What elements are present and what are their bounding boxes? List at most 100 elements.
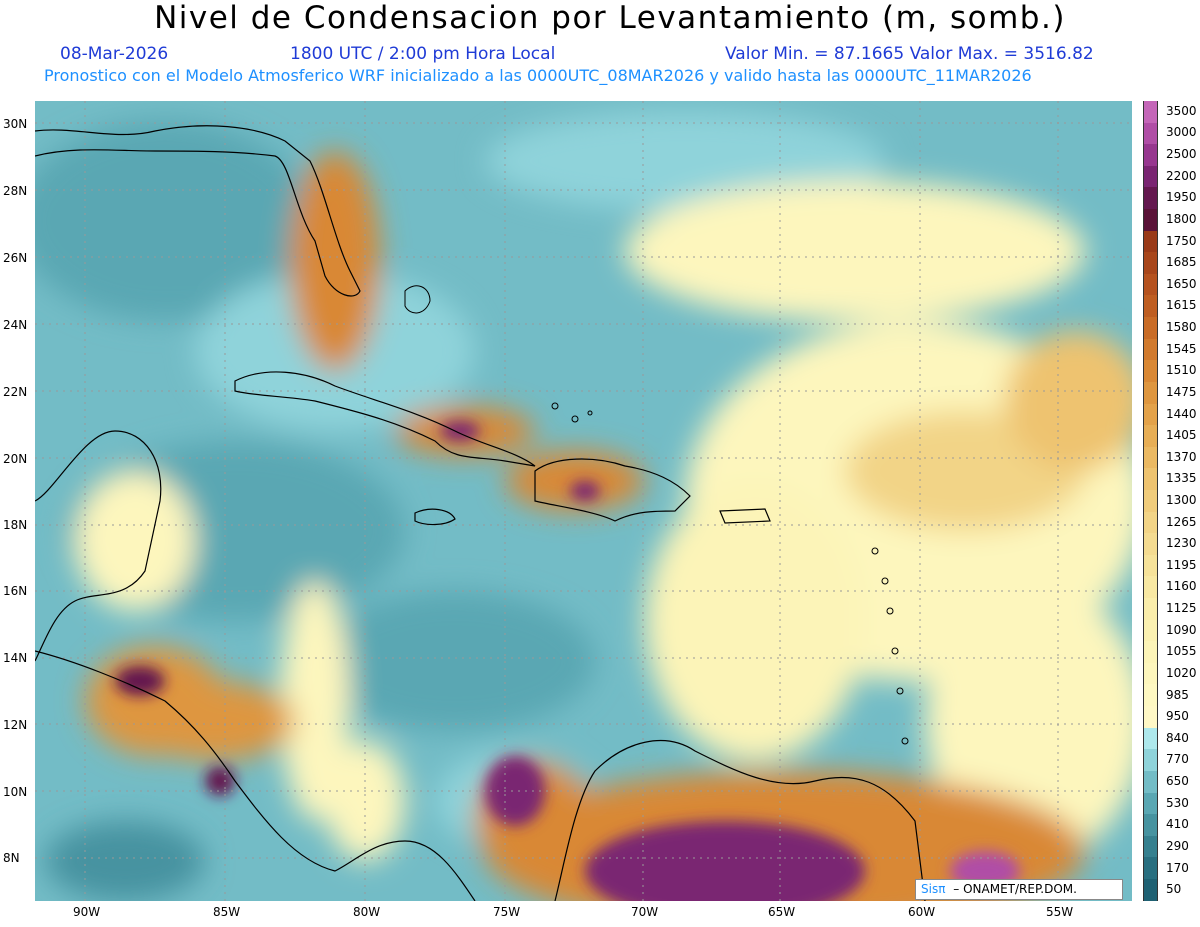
- lon-label: 70W: [631, 905, 659, 919]
- colorbar-label: 1750: [1166, 233, 1197, 248]
- colorbar-label: 1615: [1166, 298, 1197, 313]
- colorbar-label: 1510: [1166, 363, 1197, 378]
- colorbar-swatch: [1143, 209, 1158, 231]
- colorbar-swatch: [1143, 122, 1158, 145]
- colorbar-swatch: [1143, 576, 1158, 599]
- colorbar-label: 1230: [1166, 536, 1197, 551]
- islands: [404, 285, 909, 745]
- colorbar-label: 1440: [1166, 406, 1197, 421]
- colorbar-label: 2500: [1166, 147, 1197, 162]
- grid-lines: [35, 101, 1132, 901]
- lat-label: 30N: [3, 117, 28, 131]
- colorbar-swatch: [1143, 360, 1158, 382]
- lat-label: 10N: [3, 785, 28, 799]
- lat-label: 12N: [3, 718, 28, 732]
- colorbar-swatch: [1143, 533, 1158, 555]
- colorbar-label: 1685: [1166, 255, 1197, 270]
- colorbar-label: 3500: [1166, 103, 1197, 118]
- lon-label: 65W: [768, 905, 796, 919]
- colorbar-label: 840: [1166, 730, 1189, 745]
- lat-label: 24N: [3, 318, 28, 332]
- colorbar-label: 530: [1166, 795, 1189, 810]
- chart-title: Nivel de Condensacion por Levantamiento …: [154, 0, 1066, 36]
- colorbar-swatch: [1143, 101, 1158, 123]
- lat-label: 14N: [3, 651, 28, 665]
- colorbar-swatch: [1143, 468, 1158, 490]
- colorbar-swatch: [1143, 187, 1158, 210]
- colorbar-swatch: [1143, 230, 1158, 253]
- colorbar-label: 2200: [1166, 168, 1197, 183]
- colorbar-label: 1125: [1166, 601, 1197, 616]
- colorbar-swatch: [1143, 770, 1158, 793]
- colorbar-swatch: [1143, 317, 1158, 339]
- colorbar-label: 1370: [1166, 449, 1197, 464]
- colorbar-label: 170: [1166, 860, 1189, 875]
- lat-label: 18N: [3, 518, 28, 532]
- colorbar-label: 1300: [1166, 493, 1197, 507]
- lat-label: 16N: [3, 584, 28, 598]
- colorbar-label: 1475: [1166, 384, 1197, 399]
- colorbar-label: 410: [1166, 817, 1189, 832]
- colorbar-swatch: [1143, 511, 1158, 534]
- colorbar-label: 985: [1166, 687, 1189, 702]
- colorbar-swatch: [1143, 662, 1158, 685]
- lon-label: 90W: [73, 905, 101, 919]
- lat-label: 8N: [3, 851, 20, 865]
- colorbar: [1143, 101, 1158, 901]
- colorbar-swatch: [1143, 814, 1158, 836]
- lon-label: 85W: [213, 905, 241, 919]
- colorbar-swatch: [1143, 857, 1158, 879]
- date-label: 08-Mar-2026: [60, 44, 169, 64]
- colorbar-swatch: [1143, 165, 1158, 188]
- colorbar-label: 950: [1166, 709, 1189, 724]
- colorbar-swatch: [1143, 338, 1158, 361]
- lon-label: 75W: [493, 905, 521, 919]
- colorbar-label: 1090: [1166, 622, 1197, 637]
- lon-label: 80W: [353, 905, 381, 919]
- colorbar-label: 1160: [1166, 579, 1197, 594]
- lon-label: 60W: [908, 905, 936, 919]
- colorbar-label: 1545: [1166, 341, 1197, 356]
- forecast-label: Pronostico con el Modelo Atmosferico WRF…: [44, 66, 1032, 85]
- credit-badge: Sisπ – ONAMET/REP.DOM.: [915, 879, 1123, 900]
- colorbar-swatch: [1143, 727, 1158, 750]
- colorbar-swatch: [1143, 835, 1158, 858]
- lat-label: 22N: [3, 385, 28, 399]
- colorbar-label: 1265: [1166, 514, 1197, 529]
- colorbar-label: 1195: [1166, 557, 1197, 572]
- colorbar-swatch: [1143, 749, 1158, 771]
- credit-text: – ONAMET/REP.DOM.: [953, 882, 1077, 896]
- colorbar-swatch: [1143, 252, 1158, 274]
- colorbar-swatch: [1143, 619, 1158, 642]
- minmax-label: Valor Min. = 87.1665 Valor Max. = 3516.8…: [725, 44, 1094, 64]
- colorbar-label: 1055: [1166, 644, 1197, 659]
- colorbar-label: 50: [1166, 882, 1182, 897]
- colorbar-swatch: [1143, 425, 1158, 447]
- colorbar-label: 1020: [1166, 665, 1197, 680]
- colorbar-label: 3000: [1166, 125, 1197, 140]
- colorbar-swatch: [1143, 792, 1158, 815]
- colorbar-swatch: [1143, 489, 1158, 512]
- lat-label: 28N: [3, 184, 28, 198]
- colorbar-swatch: [1143, 403, 1158, 426]
- colorbar-swatch: [1143, 598, 1158, 620]
- colorbar-label: 1800: [1166, 211, 1197, 226]
- lon-label: 55W: [1046, 905, 1074, 919]
- lat-label: 26N: [3, 251, 28, 265]
- colorbar-swatch: [1143, 381, 1158, 404]
- lat-label: 20N: [3, 452, 28, 466]
- colorbar-label: 1950: [1166, 190, 1197, 205]
- colorbar-swatch: [1143, 878, 1158, 901]
- time-label: 1800 UTC / 2:00 pm Hora Local: [290, 44, 556, 64]
- colorbar-label: 770: [1166, 752, 1189, 767]
- colorbar-swatch: [1143, 641, 1158, 663]
- colorbar-swatch: [1143, 273, 1158, 296]
- colorbar-label: 650: [1166, 774, 1189, 789]
- colorbar-label: 1650: [1166, 276, 1197, 291]
- lcl-map: [35, 101, 1132, 901]
- colorbar-label: 1335: [1166, 471, 1197, 486]
- coastlines: [35, 125, 926, 901]
- colorbar-swatch: [1143, 446, 1158, 469]
- colorbar-label: 1580: [1166, 320, 1197, 335]
- colorbar-swatch: [1143, 144, 1158, 166]
